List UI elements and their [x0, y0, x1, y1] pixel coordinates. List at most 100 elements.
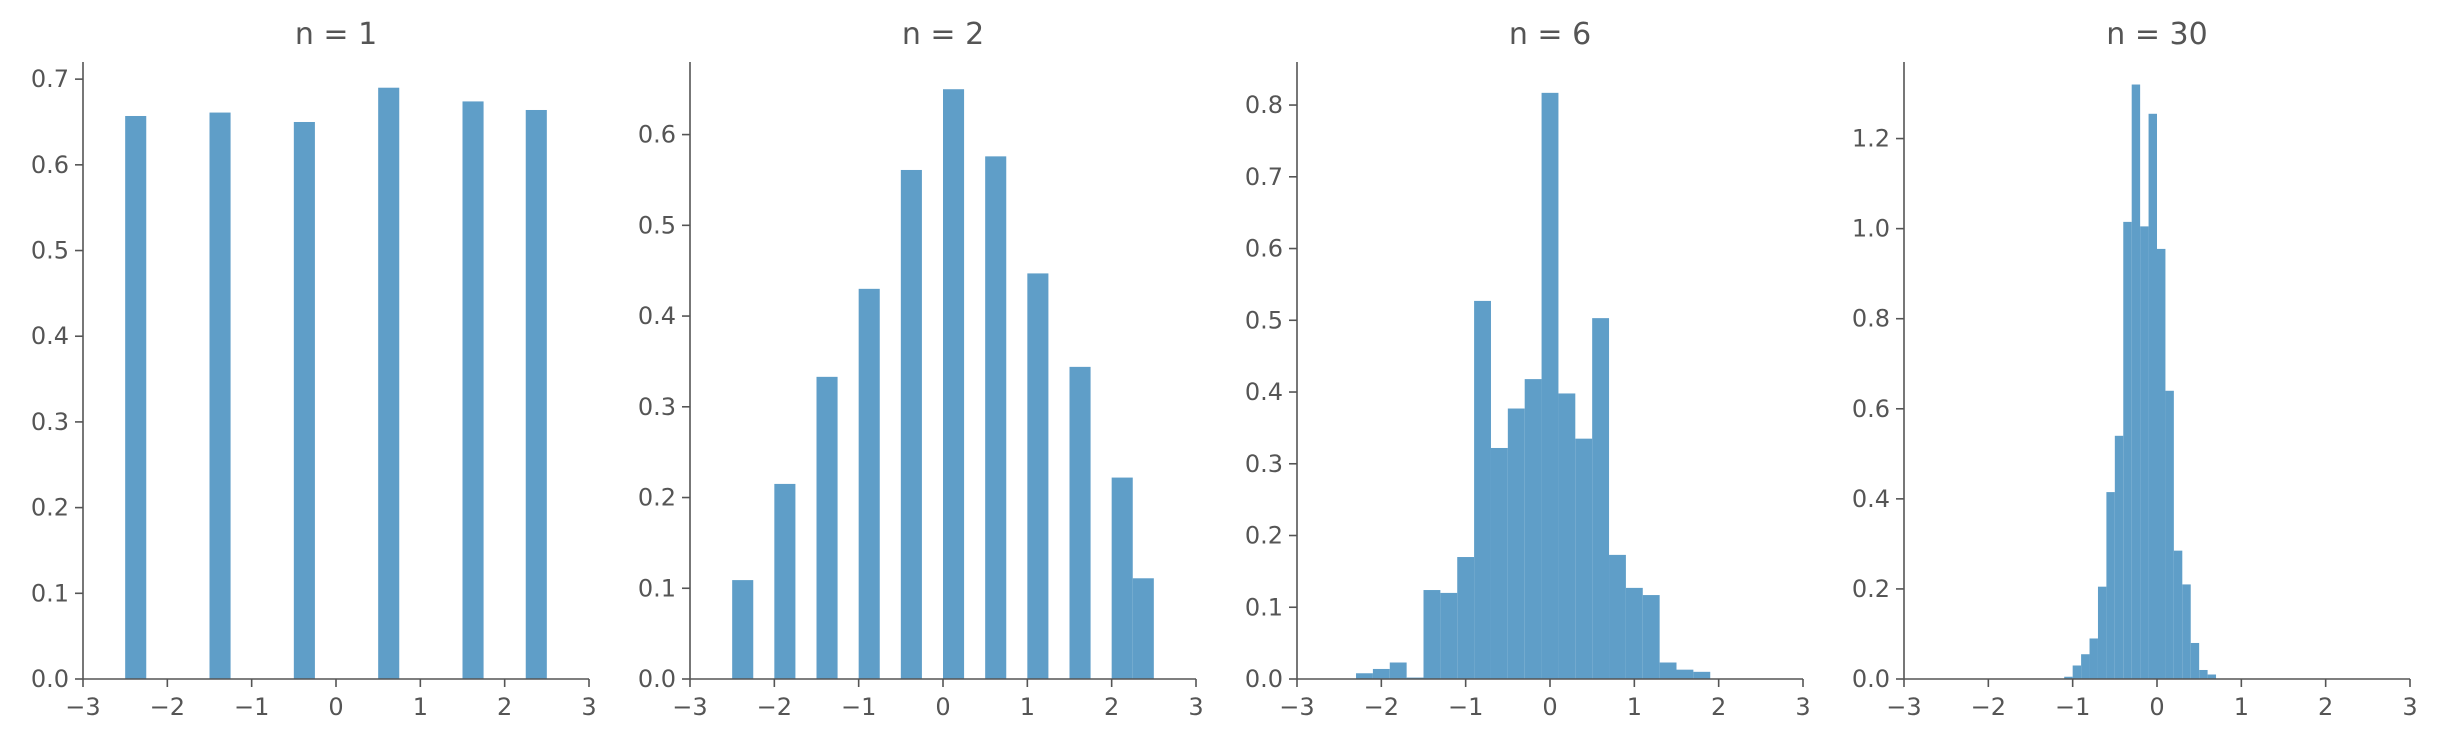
histogram-bar [462, 101, 484, 680]
histogram-bar [1693, 671, 1711, 679]
histogram-bar [1609, 554, 1626, 679]
histogram-bar [2207, 674, 2217, 679]
x-tick-label: −2 [1364, 693, 1399, 721]
y-tick-label: 0.0 [638, 665, 676, 693]
histogram-bar [858, 288, 880, 679]
histogram-bar [2081, 654, 2090, 679]
histogram-bar [1575, 438, 1593, 679]
histogram-bar [900, 169, 922, 679]
histogram-bar [1069, 366, 1091, 679]
y-tick-label: 0.0 [31, 665, 69, 693]
histogram-bar [2089, 638, 2098, 679]
histogram-bar [1356, 673, 1373, 679]
histogram-bar [943, 89, 965, 680]
x-tick-label: 2 [1104, 693, 1119, 721]
histogram-panel-1: −3 −2 −1 0 1 2 3 0.0 0.1 0.2 0.3 0.4 0.5 0.6 0.7 n = 1 [31, 17, 597, 721]
histogram-panel-2: −3 −2 −1 0 1 2 3 0.0 0.1 0.2 0.3 0.4 0.5 0.6 n = 2 [638, 17, 1204, 721]
histogram-bar [2148, 113, 2157, 680]
x-tick-label: −2 [1971, 693, 2006, 721]
x-tick-label: 0 [2149, 693, 2164, 721]
histogram-bar [2165, 390, 2174, 679]
x-tick-label: 1 [2234, 693, 2249, 721]
histogram-bar [816, 376, 838, 679]
y-tick-label: 0.3 [1245, 450, 1283, 478]
histogram-bar [125, 115, 147, 680]
histogram-bar [2106, 492, 2115, 679]
x-tick-label: 0 [328, 693, 343, 721]
histogram-bar [1524, 379, 1542, 679]
y-tick-label: 0.6 [1852, 395, 1890, 423]
y-tick-label: 0.4 [638, 302, 676, 330]
y-tick-label: 0.0 [1852, 665, 1890, 693]
histogram-bar [1372, 668, 1390, 679]
histogram-bar [1490, 447, 1508, 679]
histogram-bar [2064, 676, 2073, 679]
y-tick-label: 0.8 [1852, 305, 1890, 333]
y-tick-label: 0.6 [31, 151, 69, 179]
x-tick-label: −1 [841, 693, 876, 721]
panel-title: n = 1 [295, 17, 377, 52]
histogram-bar [293, 121, 315, 680]
y-tick-label: 0.6 [1245, 235, 1283, 263]
histogram-bar [985, 156, 1007, 680]
histogram-bar [2140, 226, 2149, 679]
y-tick-label: 0.1 [1245, 593, 1283, 621]
histogram-bar [209, 112, 231, 679]
y-tick-label: 0.4 [1852, 485, 1890, 513]
histogram-bar [1507, 408, 1525, 679]
x-tick-label: 2 [497, 693, 512, 721]
panel-title: n = 2 [902, 17, 984, 52]
x-tick-label: 0 [1542, 693, 1557, 721]
y-tick-label: 0.2 [1852, 575, 1890, 603]
histogram-bar [1541, 92, 1559, 680]
histogram-bar [1457, 557, 1475, 679]
y-tick-label: 0.1 [638, 574, 676, 602]
histogram-bar [1423, 590, 1441, 679]
y-tick-label: 0.1 [31, 579, 69, 607]
histogram-bar [1592, 318, 1610, 679]
histogram-panel-3: −3 −2 −1 0 1 2 3 0.0 0.1 0.2 0.3 0.4 0.5 0.6 0.7 0.8 n =… [1245, 17, 1811, 721]
panel-title: n = 6 [1509, 17, 1591, 52]
x-tick-label: −3 [65, 693, 100, 721]
x-tick-label: 3 [1795, 693, 1810, 721]
x-tick-label: 1 [1020, 693, 1035, 721]
histogram-bar [2123, 221, 2132, 679]
histogram-bar [2097, 586, 2107, 679]
histogram-bar [1625, 587, 1643, 679]
histogram-bar [1111, 477, 1133, 679]
histogram-bar [774, 483, 796, 679]
histogram-bar [2114, 435, 2124, 679]
panel-title: n = 30 [2106, 17, 2207, 52]
x-tick-label: −2 [150, 693, 185, 721]
histogram-bar [2173, 550, 2183, 679]
histogram-bar [1389, 662, 1407, 679]
x-tick-label: −3 [1886, 693, 1921, 721]
x-tick-label: −1 [234, 693, 269, 721]
y-tick-label: 0.5 [1245, 306, 1283, 334]
histogram-bar [1474, 300, 1491, 679]
y-tick-label: 0.5 [31, 237, 69, 265]
y-tick-label: 0.3 [638, 393, 676, 421]
y-tick-label: 0.4 [31, 322, 69, 350]
y-tick-label: 0.5 [638, 211, 676, 239]
x-tick-label: −1 [2055, 693, 2090, 721]
x-tick-label: −3 [672, 693, 707, 721]
histogram-bar [1027, 273, 1049, 679]
histogram-bar [525, 109, 547, 680]
x-tick-label: 1 [413, 693, 428, 721]
x-tick-label: 3 [581, 693, 596, 721]
y-tick-label: 1.0 [1852, 215, 1890, 243]
y-tick-label: 0.6 [638, 121, 676, 149]
x-tick-label: 0 [935, 693, 950, 721]
histogram-bar [2190, 642, 2200, 679]
y-tick-label: 0.2 [638, 484, 676, 512]
x-tick-label: −2 [757, 693, 792, 721]
y-tick-label: 0.8 [1245, 91, 1283, 119]
x-tick-label: 2 [1711, 693, 1726, 721]
histogram-bar [2131, 84, 2141, 679]
y-tick-label: 0.2 [1245, 522, 1283, 550]
y-tick-label: 1.2 [1852, 125, 1890, 153]
histogram-bar [2182, 584, 2191, 679]
